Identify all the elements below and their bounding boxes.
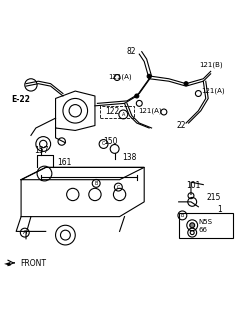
Circle shape [190,223,195,228]
Text: 1: 1 [217,205,222,214]
Text: 161: 161 [58,158,72,167]
Text: A: A [23,230,27,235]
Text: 150: 150 [104,137,118,146]
Bar [179,213,233,237]
Text: C: C [102,141,105,147]
Text: ◄: ◄ [3,259,10,268]
Text: 22: 22 [176,121,186,130]
Text: 82: 82 [126,47,136,56]
Text: N5S: N5S [198,219,212,225]
Text: 157: 157 [35,146,49,155]
Text: 138: 138 [122,153,136,162]
Text: 66: 66 [198,227,207,233]
Circle shape [147,74,151,78]
Text: 121(B): 121(B) [200,62,223,68]
Text: 215: 215 [207,193,221,202]
Text: 121(A): 121(A) [108,73,131,80]
Text: B: B [95,181,98,186]
Text: A: A [122,112,125,117]
Bar [100,106,134,118]
Text: 121(A): 121(A) [201,88,224,94]
Text: 122: 122 [105,108,119,116]
Text: E-22: E-22 [11,95,30,104]
Text: FRONT: FRONT [20,259,46,268]
Circle shape [184,82,188,86]
Text: 121(A): 121(A) [138,108,162,114]
Text: 101: 101 [186,181,200,190]
Text: C: C [117,185,120,189]
Text: B: B [181,213,184,218]
Circle shape [135,94,139,98]
